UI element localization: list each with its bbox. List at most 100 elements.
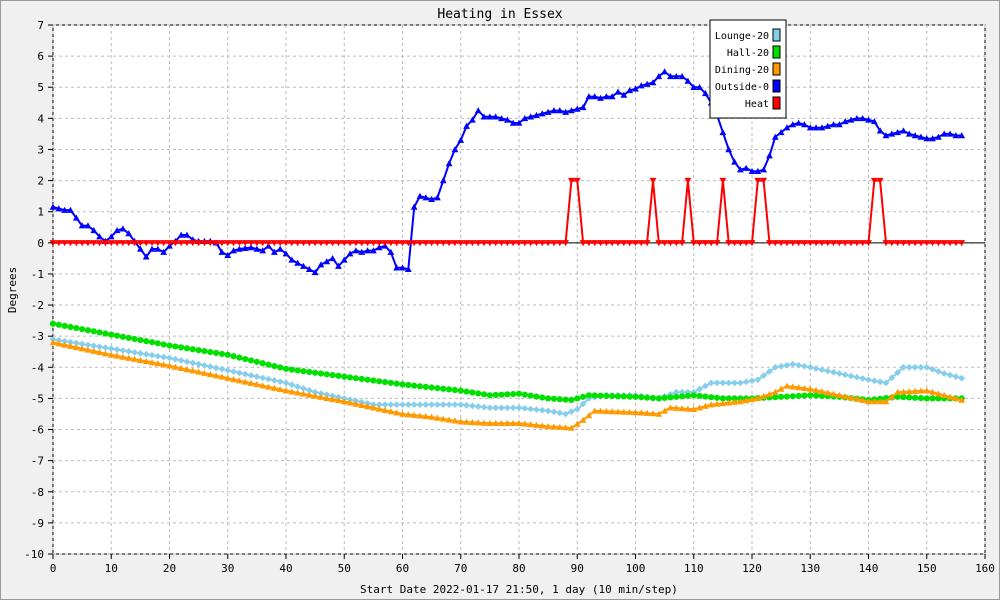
data-point <box>387 401 395 409</box>
data-point <box>276 385 284 393</box>
data-point <box>335 372 342 379</box>
data-point <box>614 393 622 400</box>
data-point <box>568 107 575 114</box>
data-point <box>830 368 837 376</box>
data-point <box>469 116 476 123</box>
data-point <box>183 358 191 366</box>
data-point <box>236 240 243 247</box>
data-point <box>719 177 727 184</box>
data-point <box>189 240 197 247</box>
data-point <box>696 385 703 393</box>
x-tick-label: 90 <box>571 562 584 575</box>
data-point <box>422 383 429 390</box>
data-point <box>370 377 377 384</box>
y-tick-label: 3 <box>37 143 44 156</box>
data-point <box>119 225 127 232</box>
data-point <box>253 240 261 247</box>
data-point <box>78 340 86 348</box>
data-point <box>515 119 523 126</box>
data-point <box>824 240 832 247</box>
data-point <box>213 349 220 357</box>
data-point <box>346 250 354 257</box>
data-point <box>125 348 133 355</box>
data-point <box>917 240 925 247</box>
data-point <box>399 240 406 247</box>
data-point <box>818 392 826 400</box>
data-point <box>236 245 243 252</box>
data-point <box>241 240 249 247</box>
data-point <box>748 396 756 403</box>
data-point <box>457 418 465 425</box>
data-point <box>288 256 296 263</box>
data-point <box>416 401 424 409</box>
data-point <box>649 177 657 184</box>
x-tick-label: 60 <box>396 562 409 575</box>
data-point <box>160 240 168 247</box>
data-point <box>696 83 703 90</box>
data-point <box>713 394 721 401</box>
data-point <box>148 351 156 359</box>
data-point <box>463 388 470 395</box>
data-point <box>189 346 196 353</box>
data-point <box>230 353 237 360</box>
data-point <box>870 177 878 184</box>
data-point <box>573 405 581 413</box>
data-point <box>125 240 133 247</box>
data-point <box>789 393 796 400</box>
legend-label: Heat <box>745 99 769 110</box>
legend-swatch <box>772 79 781 93</box>
y-tick-label: 7 <box>37 19 44 32</box>
data-point <box>369 247 377 254</box>
data-point <box>888 393 896 400</box>
data-point <box>317 393 325 400</box>
data-point <box>457 240 465 247</box>
data-point <box>78 222 86 229</box>
data-point <box>585 412 593 419</box>
data-point <box>637 240 645 247</box>
data-point <box>853 395 861 402</box>
data-point <box>306 368 313 376</box>
data-point <box>276 245 284 252</box>
data-point <box>195 240 203 247</box>
data-point <box>789 240 797 247</box>
data-point <box>742 378 750 386</box>
data-point <box>224 351 231 358</box>
data-point <box>929 135 936 142</box>
data-point <box>399 401 406 409</box>
x-tick-label: 10 <box>105 562 118 575</box>
data-point <box>451 417 459 424</box>
data-point <box>177 240 185 247</box>
data-point <box>748 240 756 247</box>
data-point <box>777 240 785 247</box>
data-point <box>171 363 179 370</box>
data-point <box>317 370 325 377</box>
data-point <box>171 240 179 247</box>
data-point <box>544 423 552 430</box>
data-point <box>78 345 86 352</box>
data-point <box>760 392 768 400</box>
data-point <box>189 367 197 374</box>
data-point <box>72 214 80 221</box>
data-point <box>731 379 738 387</box>
data-point <box>736 379 744 387</box>
data-point <box>835 391 843 399</box>
data-point <box>801 362 808 370</box>
data-point <box>72 240 80 247</box>
data-point <box>538 240 546 247</box>
data-point <box>270 240 278 247</box>
data-point <box>830 240 837 247</box>
data-point <box>236 377 243 384</box>
data-point <box>411 382 418 389</box>
data-point <box>504 391 511 398</box>
data-point <box>521 114 529 122</box>
data-point <box>637 409 645 416</box>
data-point <box>136 240 144 247</box>
y-tick-label: -5 <box>31 392 44 405</box>
legend-label: Outside-0 <box>715 82 769 93</box>
data-point <box>940 130 948 137</box>
data-point <box>90 328 97 335</box>
data-point <box>812 124 820 131</box>
data-point <box>597 94 604 101</box>
data-point <box>544 407 552 415</box>
y-tick-label: -6 <box>31 424 44 437</box>
